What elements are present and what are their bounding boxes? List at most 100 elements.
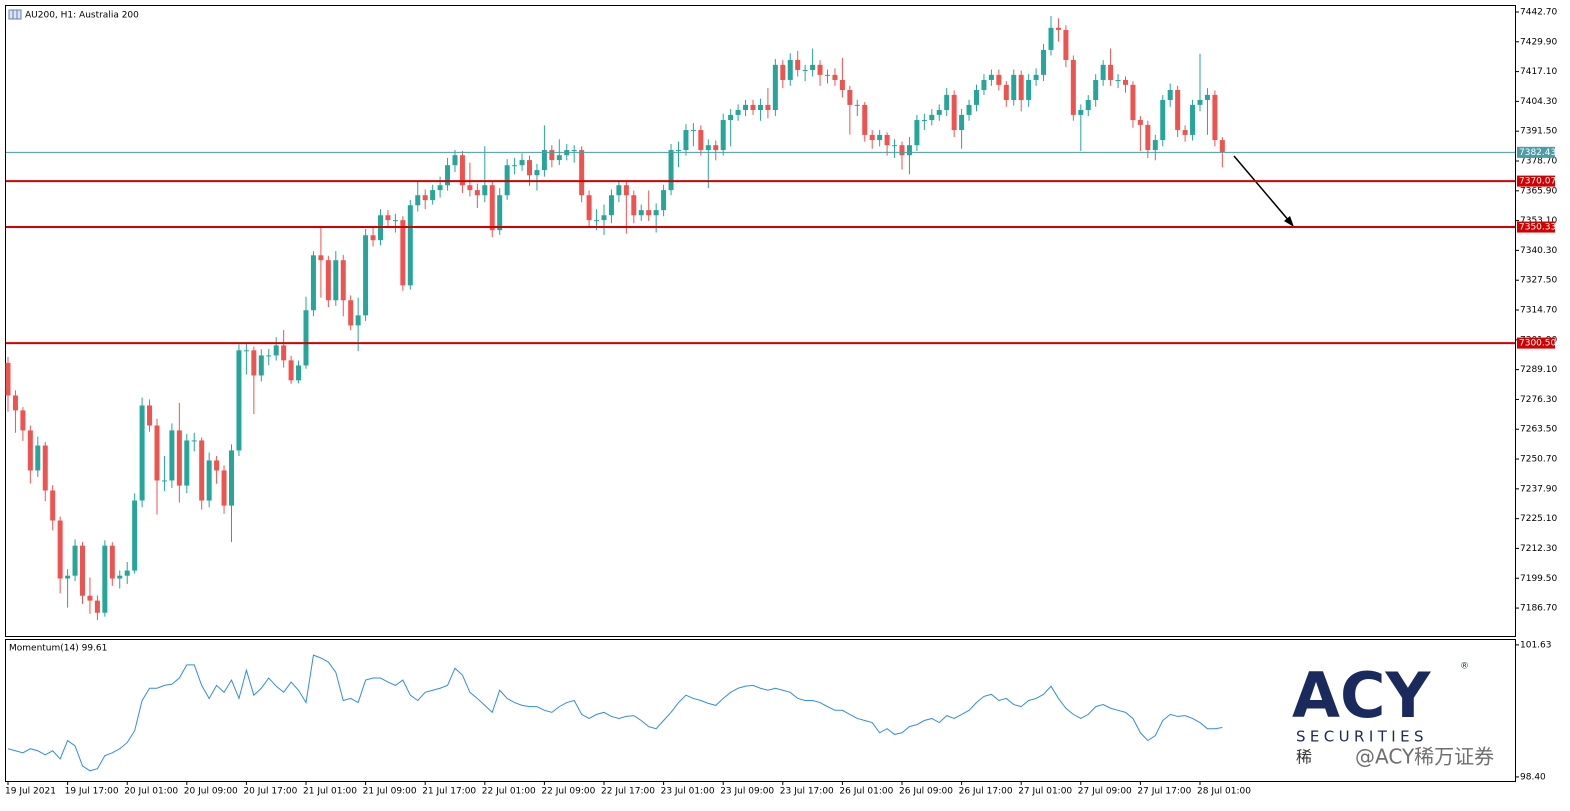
candle-body <box>251 350 257 376</box>
candles <box>5 15 1225 621</box>
y-tick-label: 7276.30 <box>1520 395 1557 405</box>
x-tick-label: 26 Jul 09:00 <box>899 787 953 797</box>
candle-body <box>720 120 726 151</box>
candle-body <box>310 255 316 311</box>
candle-body <box>549 150 555 161</box>
logo-mark: ® <box>1460 662 1469 672</box>
candle-body <box>608 195 614 216</box>
y-tick-label: 7314.70 <box>1520 306 1557 316</box>
candle-body <box>474 190 480 196</box>
candle-body <box>340 260 346 301</box>
candle-body <box>914 120 920 146</box>
candle-body <box>556 155 562 161</box>
x-tick-label: 23 Jul 17:00 <box>780 787 834 797</box>
x-tick-label: 26 Jul 17:00 <box>959 787 1013 797</box>
candle-body <box>124 570 130 576</box>
candle-body <box>810 64 816 70</box>
x-tick-label: 21 Jul 01:00 <box>303 787 357 797</box>
candle-body <box>728 114 734 121</box>
y-tick-label: 7365.90 <box>1520 186 1557 196</box>
y-tick-label: 7289.10 <box>1520 365 1557 375</box>
candle-body <box>50 490 56 521</box>
x-tick-label: 19 Jul 17:00 <box>65 787 119 797</box>
candle-body <box>586 195 592 221</box>
chart-title: AU200, H1: Australia 200 <box>25 11 139 21</box>
candle-body <box>780 64 786 80</box>
y-tick-label: 101.63 <box>1520 640 1552 650</box>
level-label-bg <box>1517 337 1555 349</box>
candle-body <box>1093 79 1099 100</box>
arrow-head <box>1284 216 1294 227</box>
x-tick-label: 20 Jul 09:00 <box>184 787 238 797</box>
logo-tagline: SECURITIES <box>1296 728 1428 746</box>
candle-body <box>676 150 681 152</box>
y-tick-label: 98.40 <box>1520 772 1546 782</box>
price-panel-frame <box>5 5 1516 637</box>
candle-body <box>363 235 369 316</box>
x-tick-label: 21 Jul 17:00 <box>422 787 476 797</box>
candle-body <box>966 104 972 115</box>
y-tick-label: 7225.10 <box>1520 514 1557 524</box>
candle-body <box>869 134 875 141</box>
candle-body <box>646 210 652 216</box>
y-tick-label: 7250.70 <box>1520 455 1557 465</box>
candle-body <box>154 425 160 481</box>
candle-body <box>668 150 674 191</box>
candle-body <box>169 430 175 481</box>
candle-body <box>579 150 585 196</box>
candle-body <box>1041 49 1047 75</box>
candle-body <box>65 575 71 579</box>
candle-body <box>847 89 853 105</box>
candle-body <box>385 215 391 221</box>
x-tick-label: 20 Jul 17:00 <box>243 787 297 797</box>
candle-body <box>921 120 927 122</box>
x-tick-label: 28 Jul 01:00 <box>1197 787 1251 797</box>
candle-body <box>236 350 242 451</box>
x-tick-label: 27 Jul 09:00 <box>1078 787 1132 797</box>
candle-body <box>1123 79 1128 85</box>
x-tick-label: 22 Jul 09:00 <box>541 787 595 797</box>
candle-body <box>899 145 905 156</box>
candle-body <box>541 150 547 171</box>
candle-body <box>1018 74 1024 100</box>
y-tick-label: 7417.10 <box>1520 67 1557 77</box>
candle-body <box>102 545 108 613</box>
candle-body <box>795 59 801 70</box>
candle-body <box>683 130 689 151</box>
candle-body <box>191 440 197 442</box>
candle-body <box>147 405 153 426</box>
candle-body <box>951 94 957 131</box>
candle-body <box>743 104 749 111</box>
watermark: @ACY稀万证券 <box>1355 745 1494 769</box>
candle-body <box>489 185 495 231</box>
candle-body <box>325 260 331 301</box>
candle-body <box>705 145 711 151</box>
candle-body <box>333 260 339 301</box>
y-tick-label: 7404.30 <box>1520 97 1557 107</box>
candle-body <box>936 110 942 115</box>
candle-body <box>1115 79 1121 81</box>
candle-body <box>229 450 234 506</box>
level-label: 7370.07 <box>1519 177 1556 187</box>
candle-body <box>132 500 138 571</box>
candle-body <box>802 69 808 71</box>
x-tick-label: 19 Jul 2021 <box>5 787 56 797</box>
candle-body <box>199 440 205 501</box>
candle-body <box>862 104 868 135</box>
candle-body <box>355 315 361 326</box>
candle-body <box>690 130 696 132</box>
x-tick-label: 22 Jul 01:00 <box>482 787 536 797</box>
candle-body <box>839 79 845 90</box>
candle-body <box>392 220 398 222</box>
y-tick-label: 7442.70 <box>1520 7 1557 17</box>
candle-body <box>1130 84 1136 121</box>
x-tick-label: 23 Jul 09:00 <box>720 787 774 797</box>
candle-body <box>273 345 279 356</box>
trend-arrow <box>1233 155 1291 223</box>
candle-body <box>12 395 18 411</box>
x-tick-label: 21 Jul 09:00 <box>363 787 417 797</box>
candle-body <box>519 160 525 166</box>
level-label: 7300.50 <box>1519 339 1556 349</box>
candle-body <box>80 545 85 596</box>
